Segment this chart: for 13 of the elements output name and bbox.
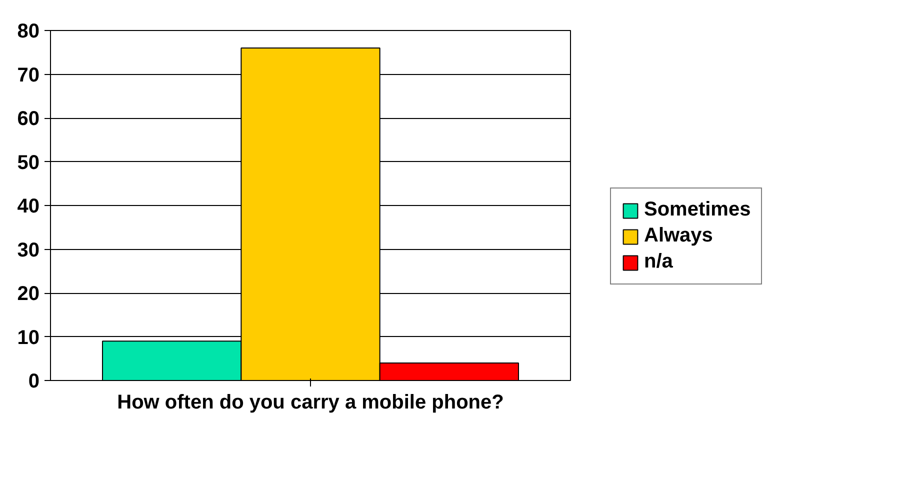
legend-label: Sometimes bbox=[644, 198, 751, 222]
y-tick-label: 60 bbox=[17, 108, 40, 130]
x-axis-title: How often do you carry a mobile phone? bbox=[117, 392, 504, 414]
y-tick-label: 50 bbox=[17, 152, 40, 174]
y-tick-label: 20 bbox=[17, 283, 40, 305]
y-tick-label: 70 bbox=[17, 64, 40, 86]
y-tick-label: 80 bbox=[17, 20, 40, 42]
legend-label: n/a bbox=[644, 250, 673, 274]
y-tick-label: 10 bbox=[17, 326, 40, 349]
y-tick-label: 40 bbox=[17, 196, 40, 218]
y-tick-label: 30 bbox=[17, 239, 40, 262]
legend-label: Always bbox=[644, 224, 713, 248]
y-tick-label: 0 bbox=[28, 370, 40, 392]
